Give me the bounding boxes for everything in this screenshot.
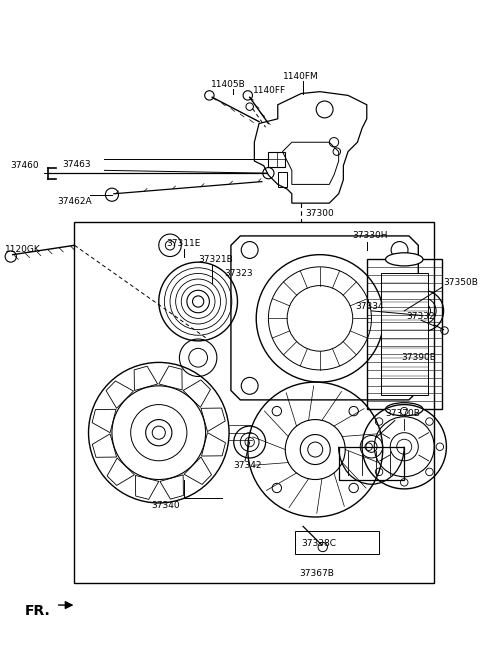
Circle shape	[204, 91, 214, 100]
Text: 37367B: 37367B	[300, 569, 334, 578]
Text: 1140FM: 1140FM	[282, 72, 318, 81]
Text: 1120GK: 1120GK	[5, 246, 41, 255]
Text: 37334: 37334	[356, 302, 384, 310]
Bar	[268, 152, 285, 167]
Text: 11405B: 11405B	[211, 80, 246, 89]
Text: 37321B: 37321B	[198, 255, 233, 264]
Circle shape	[243, 91, 252, 100]
Text: 37350B: 37350B	[444, 278, 479, 287]
Text: 37338C: 37338C	[301, 538, 336, 548]
Text: 37340: 37340	[151, 502, 180, 510]
Text: 37311E: 37311E	[166, 239, 201, 248]
Bar	[74, 222, 434, 583]
Text: 37462A: 37462A	[58, 197, 92, 206]
Text: 37300: 37300	[305, 209, 334, 218]
Ellipse shape	[385, 253, 423, 266]
Text: FR.: FR.	[25, 604, 50, 618]
Ellipse shape	[385, 402, 423, 416]
Text: 37342: 37342	[234, 461, 262, 470]
Text: 37330H: 37330H	[353, 231, 388, 240]
Circle shape	[246, 103, 253, 110]
Bar	[381, 273, 428, 395]
Bar	[295, 531, 379, 555]
Text: 37463: 37463	[62, 160, 91, 169]
Text: 1140FF: 1140FF	[252, 86, 286, 95]
Text: 37390B: 37390B	[401, 353, 436, 362]
Text: 37460: 37460	[11, 161, 39, 170]
Text: 37332: 37332	[406, 312, 435, 321]
Text: 37323: 37323	[224, 269, 253, 278]
Text: 37370B: 37370B	[385, 410, 420, 419]
Bar	[367, 259, 442, 410]
Bar	[339, 446, 404, 480]
